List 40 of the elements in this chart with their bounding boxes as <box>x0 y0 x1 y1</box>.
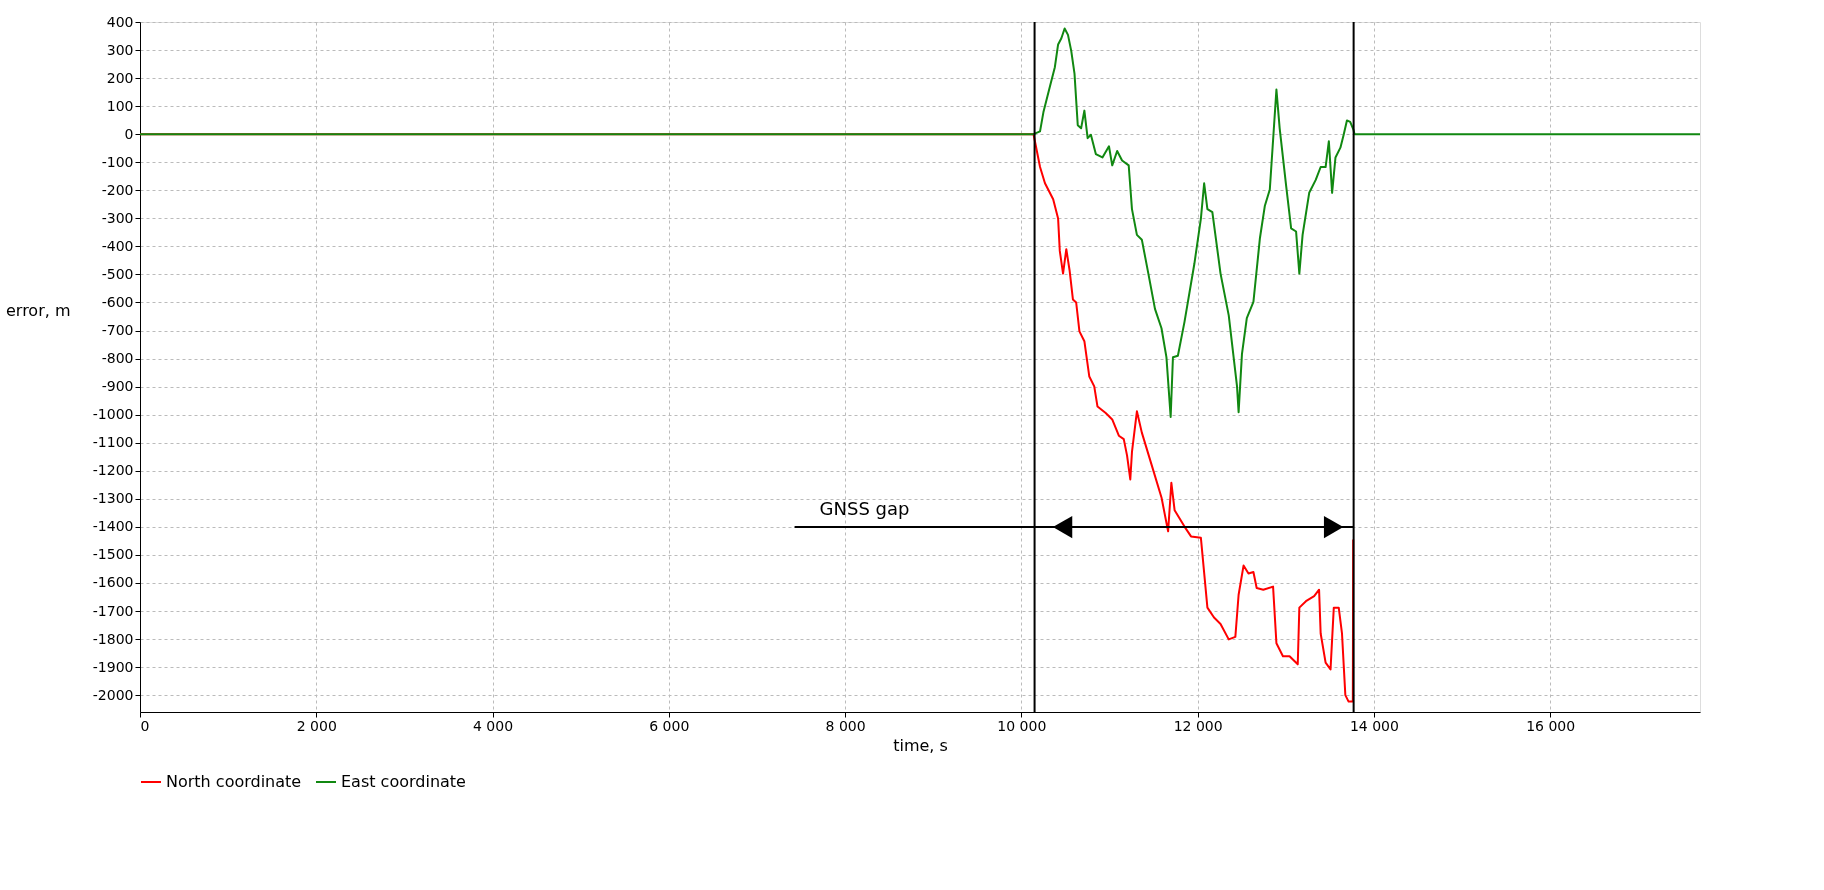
x-tick-label: 2 000 <box>296 717 337 734</box>
y-tick-label: 100 <box>106 97 134 114</box>
y-tick-label: -200 <box>101 181 134 198</box>
y-tick-label: -1100 <box>92 434 134 451</box>
y-tick-label: -2000 <box>92 686 134 703</box>
y-tick-label: -1200 <box>92 462 134 479</box>
y-tick-label: 300 <box>106 41 134 58</box>
x-tick-label: 6 000 <box>649 717 690 734</box>
y-tick-label: 0 <box>124 125 134 142</box>
line-series <box>139 27 1701 418</box>
y-tick-label: -1600 <box>92 574 134 591</box>
y-tick-label: -600 <box>101 293 134 310</box>
legend-label: North coordinate <box>166 772 302 791</box>
y-tick-label: -400 <box>101 237 134 254</box>
x-tick-label: 4 000 <box>473 717 514 734</box>
annotation: GNSS gap <box>819 498 910 520</box>
x-tick-label: 16 000 <box>1526 717 1576 734</box>
y-tick-label: -1800 <box>92 630 134 647</box>
y-tick-label: -1400 <box>92 518 134 535</box>
x-axis-title: time, s <box>893 735 948 755</box>
y-tick-label: -100 <box>101 153 134 170</box>
x-tick-label: 12 000 <box>1173 717 1223 734</box>
y-tick-label: -800 <box>101 350 134 367</box>
x-tick-label: 0 <box>140 717 150 734</box>
x-tick-label: 8 000 <box>825 717 866 734</box>
y-tick-label: -1300 <box>92 490 134 507</box>
y-tick-label: -1700 <box>92 602 134 619</box>
y-tick-label: -500 <box>101 265 134 282</box>
y-tick-label: -1900 <box>92 658 134 675</box>
y-tick-label: -900 <box>101 378 134 395</box>
y-tick-label: 200 <box>106 69 134 86</box>
y-tick-label: -1000 <box>92 406 134 423</box>
y-axis-title: error, m <box>6 301 71 321</box>
legend-label: East coordinate <box>341 772 466 791</box>
x-tick-label: 14 000 <box>1349 717 1399 734</box>
y-tick-label: 400 <box>106 13 134 30</box>
y-tick-label: -1500 <box>92 546 134 563</box>
y-tick-label: -700 <box>101 322 134 339</box>
x-tick-label: 10 000 <box>997 717 1047 734</box>
y-tick-label: -300 <box>101 209 134 226</box>
